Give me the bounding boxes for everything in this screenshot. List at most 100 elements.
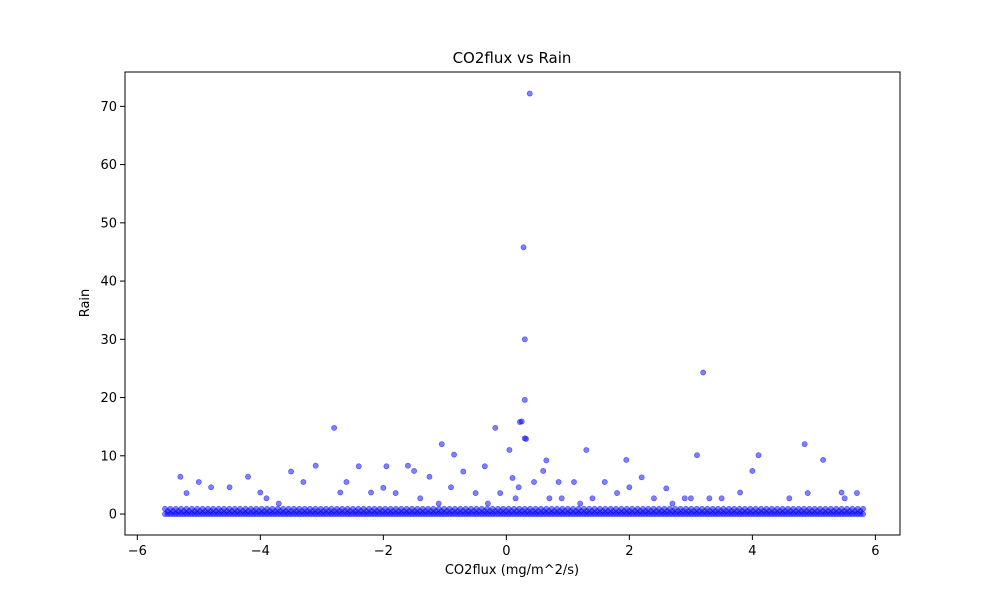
data-point <box>614 490 620 496</box>
data-point <box>623 456 630 463</box>
data-point <box>208 484 215 491</box>
data-point <box>583 447 590 453</box>
data-point <box>497 490 504 496</box>
data-point <box>411 468 417 474</box>
data-point <box>451 451 457 458</box>
data-point <box>638 474 645 481</box>
data-point <box>718 495 725 502</box>
y-tick-label: 0 <box>109 508 117 523</box>
data-point <box>177 473 184 480</box>
data-point <box>484 500 491 507</box>
data-point <box>331 424 338 431</box>
data-point <box>669 500 676 507</box>
data-point <box>521 336 528 343</box>
data-point <box>435 500 442 507</box>
data-point <box>737 489 743 496</box>
data-point <box>838 489 845 496</box>
data-point <box>509 475 516 481</box>
data-point <box>804 490 811 496</box>
y-tick-label: 30 <box>100 333 117 348</box>
data-point <box>520 244 527 251</box>
data-point <box>841 495 848 502</box>
data-point <box>343 479 350 485</box>
data-point <box>577 500 584 507</box>
x-tick-label: 2 <box>625 544 633 559</box>
data-point <box>337 489 344 496</box>
y-axis-label: Rain <box>78 289 93 318</box>
y-axis: 0 10 20 30 40 50 60 70 <box>100 100 125 523</box>
data-point <box>195 479 202 485</box>
data-point <box>448 484 454 491</box>
y-tick-label: 10 <box>100 449 117 464</box>
data-point <box>854 490 860 496</box>
data-point <box>405 462 411 469</box>
data-point <box>651 495 657 502</box>
data-point <box>392 490 399 496</box>
data-point <box>512 495 519 502</box>
data-point <box>786 495 793 502</box>
data-point <box>257 489 264 496</box>
data-point <box>312 462 319 469</box>
data-point <box>801 441 808 448</box>
data-point <box>558 495 565 502</box>
data-point <box>438 441 445 448</box>
y-tick-label: 50 <box>100 216 117 231</box>
data-point <box>275 500 282 507</box>
data-point <box>700 369 707 376</box>
data-point <box>380 484 387 491</box>
data-point <box>521 396 528 403</box>
data-point <box>523 436 529 442</box>
data-point <box>492 424 499 431</box>
data-point <box>472 490 479 496</box>
chart-title: CO2flux vs Rain <box>453 49 572 67</box>
data-point <box>515 484 522 491</box>
data-point <box>681 495 688 502</box>
data-point <box>601 479 608 485</box>
data-point <box>860 511 866 517</box>
data-point <box>460 468 467 475</box>
data-point <box>506 447 513 453</box>
x-axis: −6 −4 −2 0 2 4 6 <box>128 535 880 559</box>
data-point <box>355 463 362 470</box>
x-tick-label: −2 <box>374 544 393 559</box>
data-point <box>263 495 270 502</box>
data-point <box>571 479 577 485</box>
x-tick-label: 0 <box>502 544 510 559</box>
x-tick-label: −6 <box>128 544 147 559</box>
data-point <box>755 452 762 459</box>
data-point <box>626 484 633 491</box>
x-tick-label: 4 <box>748 544 756 559</box>
x-axis-label: CO2flux (mg/m^2/s) <box>445 563 579 578</box>
data-point <box>706 495 713 502</box>
data-point <box>543 457 550 464</box>
data-point <box>589 495 596 502</box>
data-point <box>288 468 294 475</box>
data-point <box>526 90 533 97</box>
y-tick-label: 20 <box>100 391 117 406</box>
data-point <box>245 473 251 480</box>
data-point <box>518 418 525 425</box>
x-tick-label: −4 <box>251 544 270 559</box>
y-tick-label: 70 <box>100 100 117 115</box>
data-point <box>860 505 866 512</box>
data-point <box>820 456 827 463</box>
data-point <box>368 489 374 496</box>
y-tick-label: 40 <box>100 275 117 290</box>
data-point <box>540 468 547 474</box>
data-point <box>663 485 670 492</box>
data-point <box>426 473 433 480</box>
data-point <box>694 452 700 459</box>
data-point <box>183 490 190 496</box>
data-point <box>417 495 424 502</box>
data-point <box>555 479 562 485</box>
data-point <box>687 495 694 502</box>
data-point <box>749 468 756 474</box>
data-points <box>162 90 866 517</box>
plot-frame <box>124 71 901 536</box>
data-point <box>546 495 553 502</box>
data-point <box>481 463 488 470</box>
data-point <box>383 463 390 470</box>
y-tick-label: 60 <box>100 158 117 173</box>
